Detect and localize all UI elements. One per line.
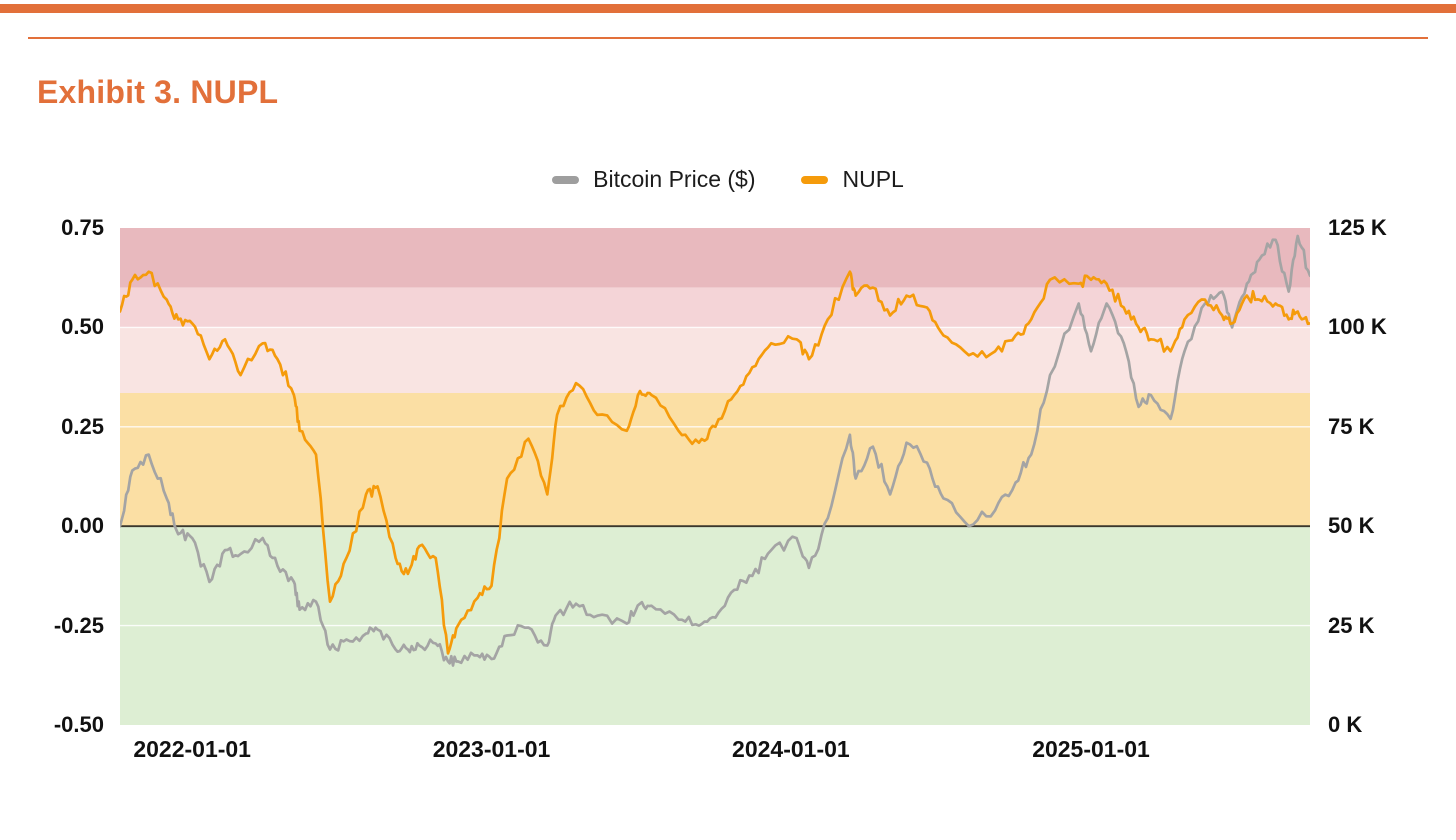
left-axis-tick-label: -0.25 [53, 612, 104, 638]
page-title: Exhibit 3. NUPL [37, 74, 279, 110]
legend-swatch-nupl [801, 175, 829, 184]
x-axis-tick-label: 2023-01-01 [432, 736, 551, 762]
plot-canvas [120, 228, 1310, 725]
top-rule [28, 37, 1428, 39]
series-line-nupl [120, 270, 1310, 655]
series-line-bitcoin-price [120, 234, 1310, 667]
right-axis-tick-label: 50 K [1328, 513, 1375, 539]
legend-label-nupl: NUPL [842, 166, 904, 192]
legend-label-bitcoin-price: Bitcoin Price ($) [593, 166, 756, 192]
legend-item-bitcoin-price: Bitcoin Price ($) [552, 166, 755, 193]
left-axis-tick-label: -0.50 [53, 712, 104, 737]
right-axis-tick-label: 25 K [1328, 612, 1375, 638]
left-axis-tick-label: 0.50 [61, 314, 104, 340]
zone-bands [120, 228, 1310, 725]
x-axis-tick-label: 2022-01-01 [133, 736, 251, 762]
legend-swatch-bitcoin-price [552, 175, 580, 184]
right-axis-tick-label: 100 K [1328, 314, 1387, 340]
left-axis-tick-label: 0.25 [61, 413, 104, 439]
left-axis-tick-label: 0.75 [61, 215, 104, 240]
right-axis-tick-label: 125 K [1328, 215, 1387, 240]
chart-legend: Bitcoin Price ($) NUPL [0, 166, 1456, 193]
left-axis-tick-label: 0.00 [61, 513, 104, 539]
x-axis-tick-label: 2024-01-01 [732, 736, 850, 762]
right-axis-tick-label: 0 K [1328, 712, 1363, 737]
legend-item-nupl: NUPL [801, 166, 904, 193]
right-axis-tick-label: 75 K [1328, 413, 1375, 439]
x-axis-tick-label: 2025-01-01 [1032, 736, 1150, 762]
chart-plot-area [120, 228, 1310, 725]
top-accent-bar [0, 4, 1456, 13]
